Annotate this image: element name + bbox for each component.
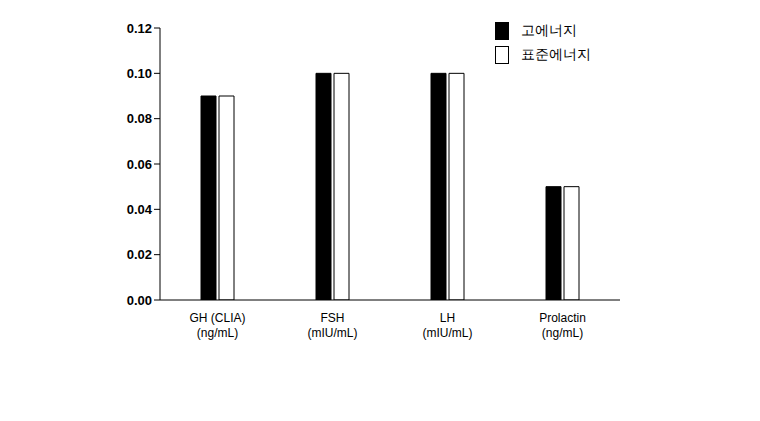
- svg-text:GH (CLIA)(ng/mL): GH (CLIA)(ng/mL): [189, 311, 245, 340]
- html-text:고에너지: 고에너지: [521, 22, 577, 38]
- svg-text:FSH(mIU/mL): FSH(mIU/mL): [308, 311, 358, 340]
- svg-text:0.12: 0.12: [127, 21, 152, 36]
- svg-text:0.08: 0.08: [127, 111, 152, 126]
- svg-text:0.04: 0.04: [127, 202, 153, 217]
- svg-text:Prolactin(ng/mL): Prolactin(ng/mL): [539, 311, 586, 340]
- html-text:표준에너지: 표준에너지: [521, 46, 591, 62]
- svg-text:LH(mIU/mL): LH(mIU/mL): [423, 311, 473, 340]
- svg-text:0.00: 0.00: [127, 293, 152, 308]
- svg-text:0.10: 0.10: [127, 66, 152, 81]
- svg-text:0.02: 0.02: [127, 247, 152, 262]
- svg-text:0.06: 0.06: [127, 157, 152, 172]
